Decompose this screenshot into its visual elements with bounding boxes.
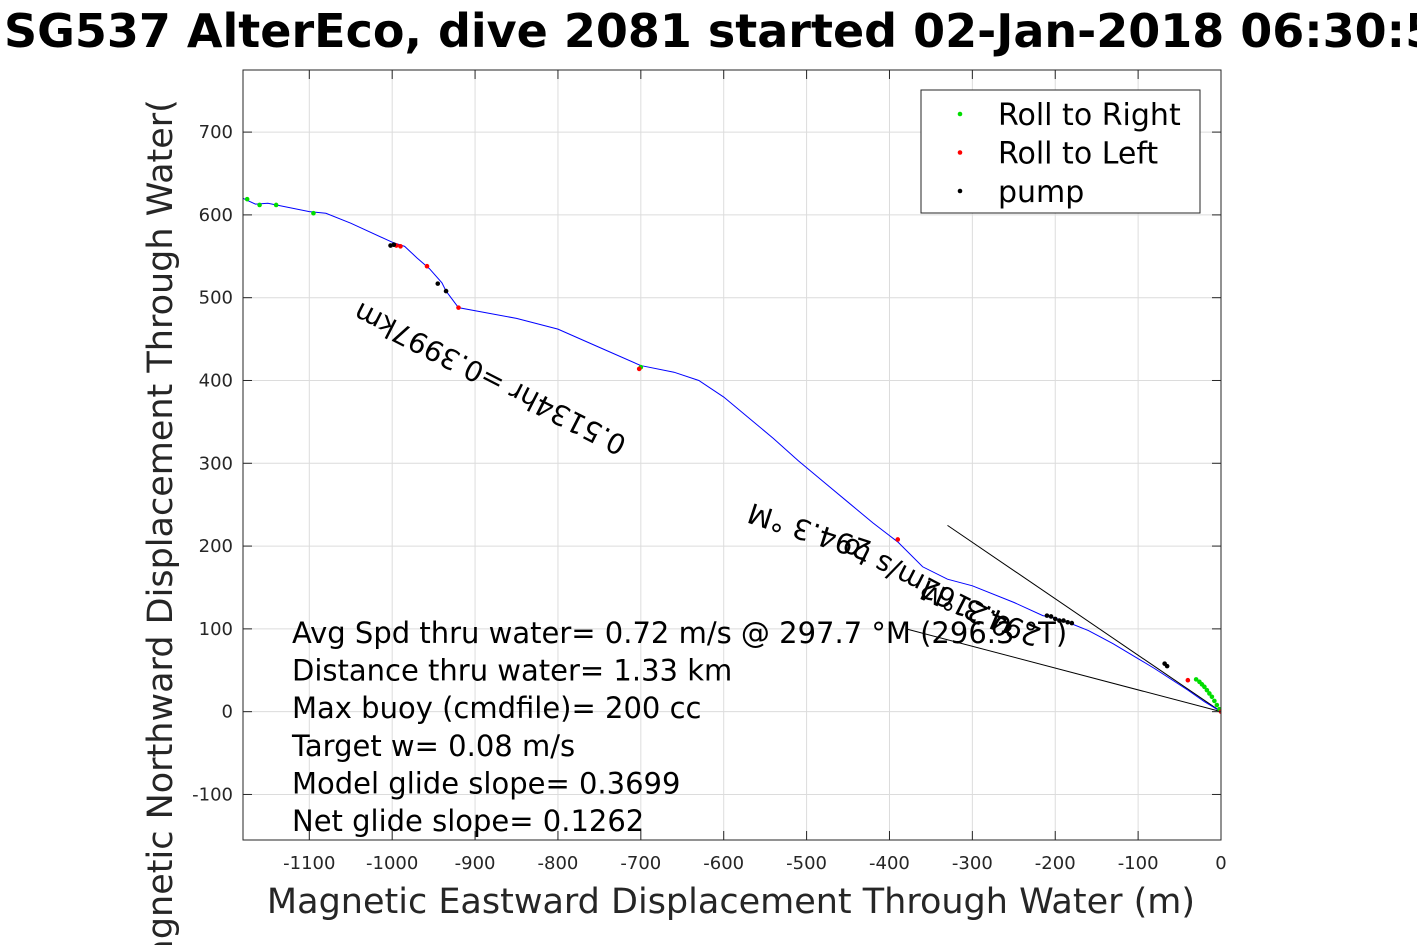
x-tick-label: -700 [620,853,661,874]
marker-roll-to-right [1212,698,1217,704]
y-axis-label: Magnetic Northward Displacement Through … [141,99,181,945]
x-axis-label: Magnetic Eastward Displacement Through W… [267,882,1195,922]
x-tick-label: -1000 [366,853,418,874]
marker-roll-to-left [1185,677,1191,683]
legend-box [920,89,1201,214]
marker-pump [1069,620,1075,626]
x-tick-label: -1100 [283,853,335,874]
plot-frame [242,69,1222,841]
stats-line: Target w= 0.08 m/s [291,729,575,763]
marker-pump [443,288,449,294]
x-tick-label: -200 [1035,853,1076,874]
chart-title: SG537 AlterEco, dive 2081 started 02-Jan… [4,4,1417,58]
marker-pump [435,281,441,286]
y-tick-label: 300 [199,453,233,474]
legend-label: Roll to Right [998,98,1181,133]
marker-pump [1061,618,1066,623]
x-tick-label: -100 [1118,853,1159,874]
marker-roll-to-right [1193,677,1199,682]
reference-line [947,524,1221,713]
marker-pump [1048,614,1054,619]
marker-roll-to-left [424,263,430,269]
marker-pump [1044,613,1050,618]
x-tick-label: -500 [786,853,827,874]
stats-line: Model glide slope= 0.3699 [292,766,680,800]
y-tick-label: 0 [222,702,233,723]
stats-annotation: Avg Spd thru water= 0.72 m/s @ 297.7 °M … [291,616,1067,838]
marker-roll-to-right [244,196,250,202]
legend-marker [957,188,963,194]
x-tick-label: -600 [703,853,744,874]
marker-roll-to-right [1214,702,1220,708]
legend-marker [957,150,963,155]
marker-layer [244,196,1221,714]
stats-line: Max buoy (cmdfile)= 200 cc [292,691,701,725]
y-tick-label: 100 [199,619,233,640]
marker-pump [1065,619,1070,625]
x-tick-label: -800 [538,853,579,874]
x-tick-label: -300 [952,853,993,874]
legend-marker [957,111,963,117]
y-tick-label: 600 [199,205,233,226]
y-tick-label: -100 [192,784,233,805]
marker-roll-to-right [257,202,262,208]
y-tick-label: 200 [199,536,233,557]
marker-roll-to-left [398,244,403,249]
x-tick-label: -900 [455,853,496,874]
reference-line [905,628,1221,713]
marker-roll-to-left [636,366,642,372]
marker-roll-to-left [895,537,901,542]
stats-line: Avg Spd thru water= 0.72 m/s @ 297.7 °M … [292,616,1067,650]
marker-roll-to-right [311,210,316,216]
y-tick-label: 500 [199,288,233,309]
y-tick-label: 400 [199,370,233,391]
marker-roll-to-left [456,305,461,310]
marker-pump [1164,663,1170,669]
legend-label: pump [998,175,1084,210]
marker-pump [388,243,393,248]
marker-roll-to-right [1204,687,1210,693]
y-tick-label: 700 [199,122,233,143]
marker-roll-to-right [273,202,279,208]
legend-label: Roll to Left [998,137,1158,172]
marker-roll-to-right [1207,691,1212,696]
marker-pump [1052,616,1058,622]
marker-roll-to-right [1209,694,1215,700]
reference-lines [905,524,1221,713]
ticks: -1100 -1000 -900 -800 -700 -600 -500 -400 -300 -2… [192,70,1227,874]
marker-roll-to-right [1197,679,1202,685]
x-tick-label: 0 [1215,853,1226,874]
x-tick-label: -400 [869,853,910,874]
stats-line: Distance thru water= 1.33 km [292,654,732,688]
marker-pump [1057,618,1062,623]
stats-line: Net glide slope= 0.1262 [292,804,644,838]
